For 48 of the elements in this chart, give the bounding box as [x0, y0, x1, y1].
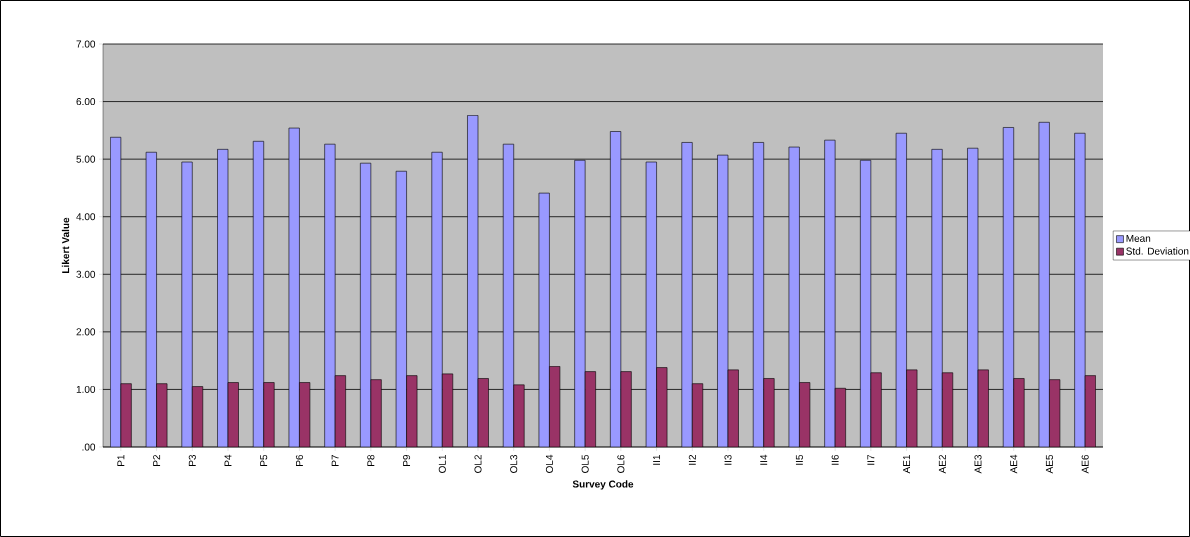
y-tick-label: 6.00 [76, 98, 96, 106]
bar [513, 384, 525, 447]
bar [681, 142, 693, 447]
x-tick-label: II1 [653, 455, 661, 465]
bar [763, 378, 775, 447]
bar [263, 382, 275, 447]
x-tick-label: II6 [831, 454, 839, 465]
x-tick-label: II7 [867, 455, 875, 465]
y-tick-label: .00 [82, 443, 96, 451]
x-tick-label: P2 [153, 455, 161, 466]
x-tick-label: AE4 [1010, 454, 1018, 474]
x-tick-label: OL2 [474, 455, 482, 473]
x-tick-label: AE3 [974, 454, 982, 474]
y-tick-label: 2.00 [76, 328, 96, 336]
x-tick-label: AE2 [938, 455, 946, 474]
x-axis-title: Survey Code [572, 480, 634, 490]
x-tick-label: P3 [188, 454, 196, 466]
x-tick-label: AE1 [903, 455, 911, 474]
y-tick-label: 3.00 [76, 270, 96, 278]
bar [1013, 378, 1025, 447]
x-tick-label: OL5 [581, 454, 589, 473]
x-tick-label: P9 [403, 454, 411, 466]
y-tick-label: 5.00 [76, 155, 96, 163]
y-tick-label: 4.00 [76, 213, 96, 221]
bar [181, 162, 193, 447]
x-tick-label: OL3 [510, 454, 518, 473]
x-tick-label: II2 [688, 455, 696, 465]
legend-label: Std. Deviation [1126, 247, 1189, 255]
x-tick-label: AE6 [1081, 454, 1089, 474]
x-tick-label: P8 [367, 454, 375, 466]
legend-label: Mean [1126, 234, 1151, 242]
x-tick-label: OL6 [617, 454, 625, 473]
x-tick-label: P6 [295, 454, 303, 466]
x-tick-label: P4 [224, 454, 232, 466]
bar [931, 149, 943, 447]
bar [431, 152, 443, 447]
x-tick-label: II3 [724, 454, 732, 465]
x-tick-label: II4 [760, 454, 768, 465]
x-tick-label: AE5 [1045, 454, 1053, 474]
y-axis-title: Likert Value [61, 217, 70, 273]
y-tick-label: 7.00 [76, 40, 96, 48]
x-tick-label: OL1 [438, 455, 446, 473]
x-tick-label: II5 [795, 454, 803, 465]
x-tick-label: OL4 [545, 454, 553, 473]
x-tick-label: P1 [117, 455, 125, 466]
y-tick-label: 1.00 [76, 385, 96, 393]
x-tick-label: P5 [260, 454, 268, 466]
x-tick-label: P7 [331, 455, 339, 466]
